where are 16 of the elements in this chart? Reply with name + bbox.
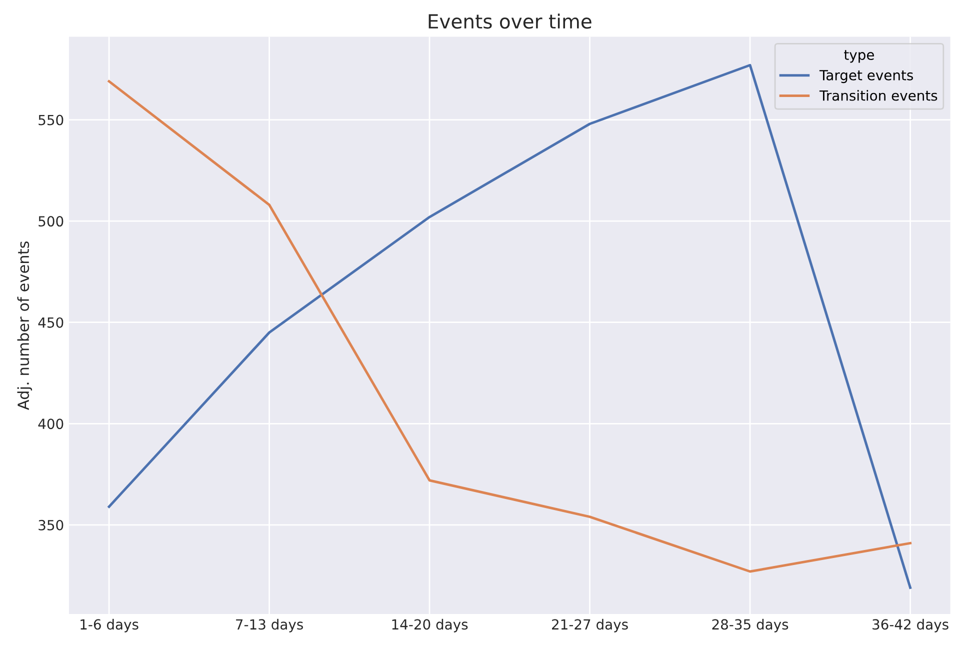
x-tick-label: 36-42 days bbox=[872, 618, 948, 632]
y-tick-label: 500 bbox=[38, 216, 64, 227]
y-tick-label: 350 bbox=[38, 520, 64, 530]
x-tick-label: 1-6 days bbox=[80, 618, 138, 632]
y-tick-label: 450 bbox=[38, 317, 64, 328]
y-tick-label: 400 bbox=[38, 418, 64, 430]
y-axis-title: Adj. number of events bbox=[17, 241, 32, 410]
chart-title: Events over time bbox=[428, 14, 592, 29]
legend-title: type bbox=[844, 50, 874, 63]
x-tick-label: 28-35 days bbox=[712, 618, 788, 632]
legend-label: Transition events bbox=[819, 90, 938, 101]
x-tick-label: 21-27 days bbox=[552, 618, 628, 632]
x-tick-label: 7-13 days bbox=[236, 618, 303, 632]
legend-label: Target events bbox=[819, 70, 913, 84]
y-tick-label: 550 bbox=[38, 114, 64, 126]
x-tick-label: 14-20 days bbox=[392, 618, 468, 632]
